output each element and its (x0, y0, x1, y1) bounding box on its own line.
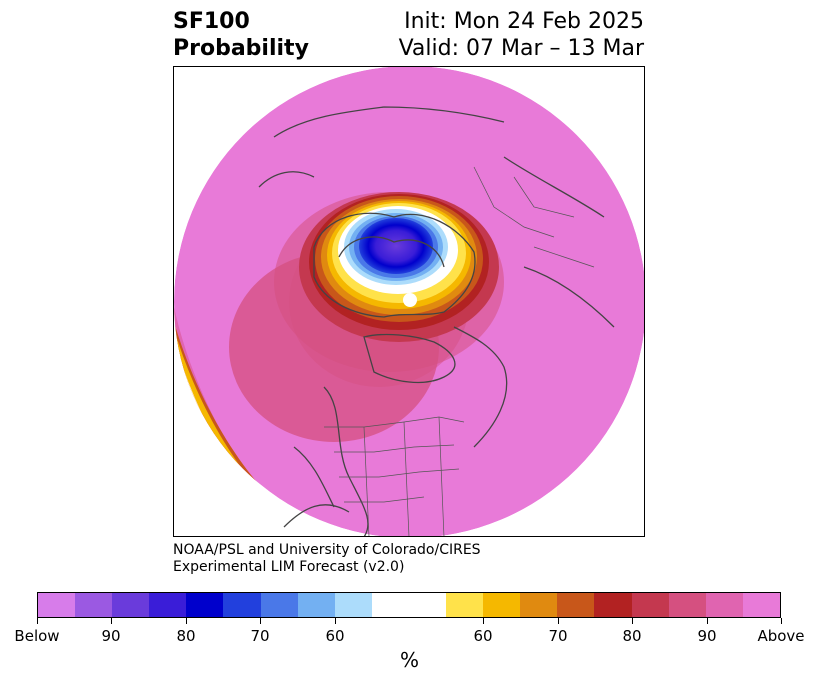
colorbar-swatch (260, 593, 298, 617)
colorbar (37, 592, 781, 618)
colorbar-tick-mark (260, 618, 261, 624)
colorbar-tick-label: 70 (250, 627, 270, 645)
colorbar-swatch (371, 593, 447, 617)
colorbar-swatch (557, 593, 595, 617)
map-title: SF100 Probability (173, 8, 309, 62)
credit-line-1: NOAA/PSL and University of Colorado/CIRE… (173, 542, 481, 558)
colorbar-tick-label: 80 (176, 627, 196, 645)
init-date: Init: Mon 24 Feb 2025 (404, 9, 644, 34)
map-panel (173, 66, 645, 537)
colorbar-tick-mark (335, 618, 336, 624)
colorbar-tick-mark (111, 618, 112, 624)
colorbar-swatch (186, 593, 224, 617)
colorbar-swatch (75, 593, 113, 617)
colorbar-swatch (149, 593, 187, 617)
colorbar-tick-label: 80 (622, 627, 642, 645)
credit-line-2: Experimental LIM Forecast (v2.0) (173, 559, 405, 575)
colorbar-tick-mark (781, 618, 782, 624)
colorbar-tick-label: 60 (473, 627, 493, 645)
colorbar-swatch (38, 593, 76, 617)
colorbar-swatch (483, 593, 521, 617)
colorbar-tick-mark (632, 618, 633, 624)
variable-label: SF100 (173, 9, 250, 34)
colorbar-ticks: Below 90 80 70 60 60 70 80 90 Above (0, 618, 819, 648)
colorbar-swatch (446, 593, 484, 617)
valid-date: Valid: 07 Mar – 13 Mar (398, 36, 644, 61)
colorbar-tick-label: 90 (101, 627, 121, 645)
colorbar-tick-label: 70 (548, 627, 568, 645)
colorbar-tick-label: 60 (325, 627, 345, 645)
colorbar-tick-mark (558, 618, 559, 624)
polar-map (174, 67, 644, 536)
colorbar-swatch (742, 593, 780, 617)
credit-text: NOAA/PSL and University of Colorado/CIRE… (173, 542, 481, 576)
colorbar-swatch (705, 593, 743, 617)
colorbar-tick-mark (483, 618, 484, 624)
map-dates: Init: Mon 24 Feb 2025 Valid: 07 Mar – 13… (399, 8, 644, 62)
colorbar-tick-label: Below (14, 627, 60, 645)
colorbar-unit: % (399, 648, 419, 672)
colorbar-swatch (668, 593, 706, 617)
colorbar-tick-mark (707, 618, 708, 624)
colorbar-tick-mark (186, 618, 187, 624)
probability-field (174, 67, 644, 536)
colorbar-swatch (112, 593, 150, 617)
colorbar-tick-label: Above (757, 627, 805, 645)
product-label: Probability (173, 36, 309, 61)
political-borders (324, 166, 595, 536)
colorbar-swatch (334, 593, 372, 617)
colorbar-swatch (631, 593, 669, 617)
colorbar-swatch (520, 593, 558, 617)
coastlines (258, 106, 615, 536)
colorbar-swatch (594, 593, 632, 617)
colorbar-tick-label: 90 (697, 627, 717, 645)
colorbar-swatch (223, 593, 261, 617)
colorbar-tick-mark (37, 618, 38, 624)
colorbar-swatch (297, 593, 335, 617)
